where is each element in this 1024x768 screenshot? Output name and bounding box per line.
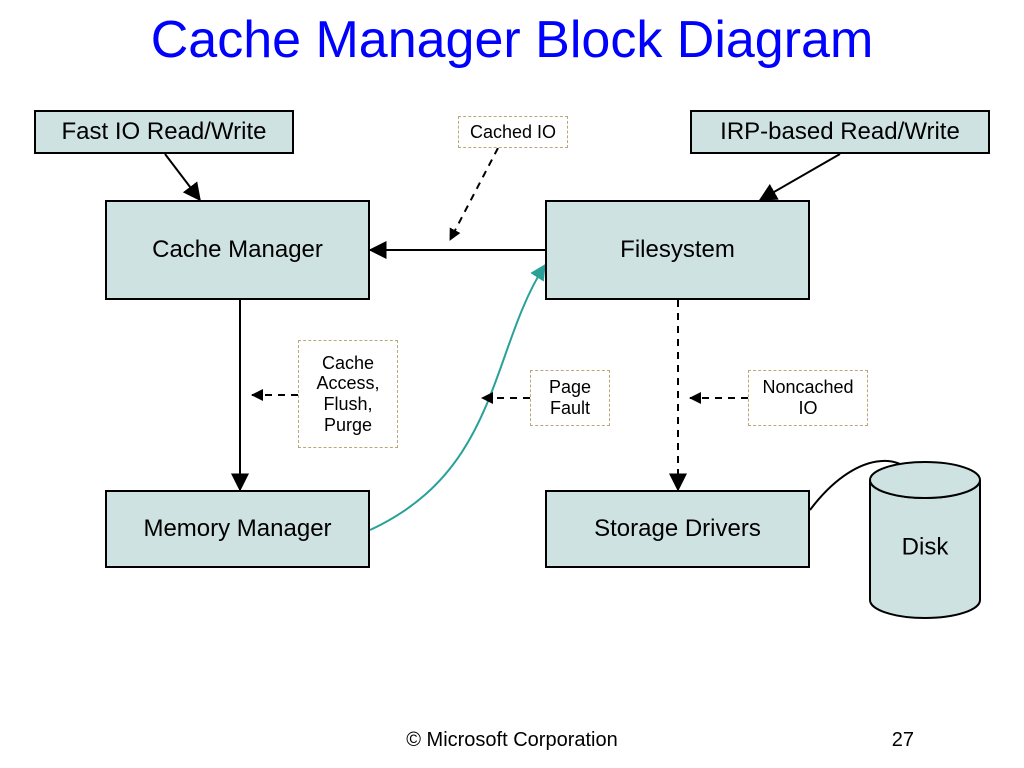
disk-cylinder: Disk — [870, 462, 980, 618]
node-fs: Filesystem — [545, 200, 810, 300]
node-irp: IRP-based Read/Write — [690, 110, 990, 154]
edge-cachedio-pointer — [450, 148, 498, 240]
note-pagefault: Page Fault — [530, 370, 610, 426]
diagram-stage: Cache Manager Block Diagram Disk Fast IO… — [0, 0, 1024, 768]
node-fastio: Fast IO Read/Write — [34, 110, 294, 154]
footer-page-number: 27 — [892, 729, 914, 752]
node-mem: Memory Manager — [105, 490, 370, 568]
edge-fastio-to-cache — [165, 154, 200, 200]
disk-label: Disk — [902, 533, 950, 560]
slide-title: Cache Manager Block Diagram — [0, 10, 1024, 70]
note-access: Cache Access, Flush, Purge — [298, 340, 398, 448]
note-noncached: Noncached IO — [748, 370, 868, 426]
note-cachedio: Cached IO — [458, 116, 568, 148]
edge-storage-to-disk — [810, 461, 918, 510]
node-storage: Storage Drivers — [545, 490, 810, 568]
edge-irp-to-fs — [760, 154, 840, 200]
footer-copyright: © Microsoft Corporation — [0, 729, 1024, 752]
node-cache: Cache Manager — [105, 200, 370, 300]
